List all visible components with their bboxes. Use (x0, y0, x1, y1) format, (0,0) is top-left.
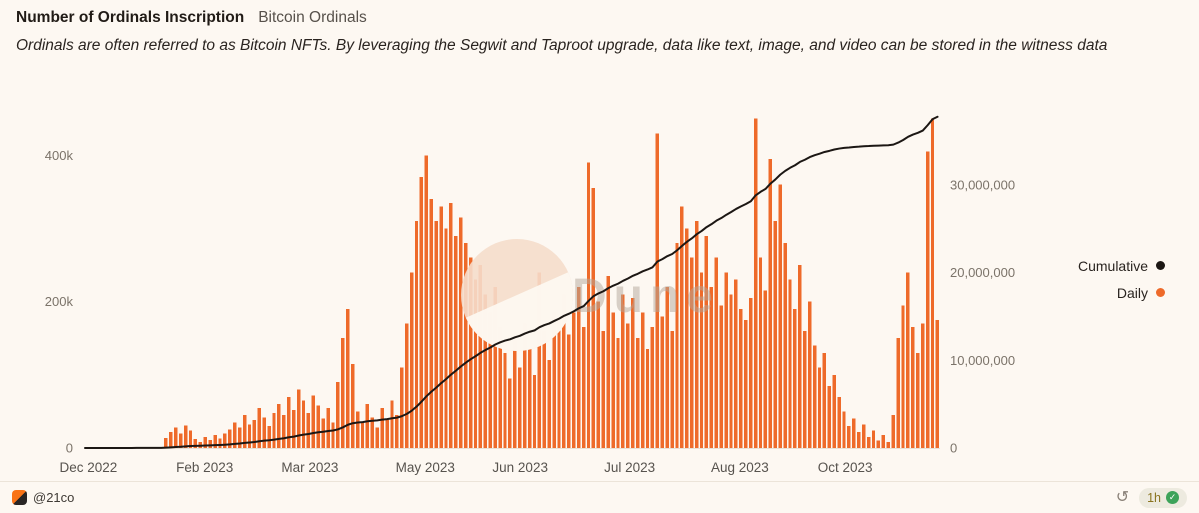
legend-label-daily: Daily (1116, 284, 1148, 301)
author-badge[interactable]: @21co (12, 490, 74, 505)
y-right-tick-label: 30,000,000 (950, 178, 1015, 193)
footer-bar: @21co ↺ 1h ✓ (0, 481, 1199, 513)
legend-label-cumulative: Cumulative (1077, 257, 1148, 274)
daily-dot-icon (1156, 288, 1165, 297)
refresh-icon[interactable]: ↺ (1115, 488, 1130, 506)
x-tick-label: Oct 2023 (818, 460, 873, 475)
chart-legend: Cumulative Daily (1078, 252, 1165, 306)
x-tick-label: Jul 2023 (604, 460, 655, 475)
watermark-logo: Dune (461, 239, 720, 351)
x-tick-label: Jun 2023 (492, 460, 548, 475)
footer-controls: ↺ 1h ✓ (1115, 487, 1187, 508)
x-tick-label: Aug 2023 (711, 460, 769, 475)
fresh-check-icon: ✓ (1166, 491, 1179, 504)
y-right-tick-label: 0 (950, 441, 957, 456)
chart-description: Ordinals are often referred to as Bitcoi… (16, 37, 1108, 54)
y-right-tick-label: 10,000,000 (950, 353, 1015, 368)
author-logo-icon (12, 490, 27, 505)
author-handle: @21co (33, 490, 75, 505)
cumulative-dot-icon (1156, 261, 1165, 270)
axis-tick-labels: 0 200k 400k 0 10,000,000 20,000,000 30,000,000… (45, 148, 1015, 475)
watermark-circle-slice (465, 272, 573, 351)
refresh-age-pill[interactable]: 1h ✓ (1139, 487, 1187, 508)
page-subtitle: Bitcoin Ordinals (258, 9, 367, 26)
chart-header: Number of Ordinals Inscription Bitcoin O… (16, 9, 1187, 57)
daily-bars-series[interactable] (85, 118, 940, 449)
x-tick-label: Feb 2023 (176, 460, 233, 475)
legend-item-cumulative[interactable]: Cumulative (1078, 252, 1165, 279)
title-row: Number of Ordinals Inscription Bitcoin O… (16, 9, 1187, 27)
watermark-text: Dune (572, 270, 720, 323)
y-right-tick-label: 20,000,000 (950, 265, 1015, 280)
y-left-tick-label: 200k (45, 294, 74, 309)
page-title: Number of Ordinals Inscription (16, 9, 245, 26)
refresh-age-label: 1h (1147, 490, 1161, 505)
x-tick-label: Dec 2022 (60, 460, 118, 475)
cumulative-line-series[interactable] (84, 115, 939, 449)
x-tick-label: Mar 2023 (281, 460, 338, 475)
y-left-tick-label: 400k (45, 148, 74, 163)
legend-item-daily[interactable]: Daily (1078, 279, 1165, 306)
x-tick-label: May 2023 (396, 460, 455, 475)
y-left-tick-label: 0 (66, 441, 73, 456)
